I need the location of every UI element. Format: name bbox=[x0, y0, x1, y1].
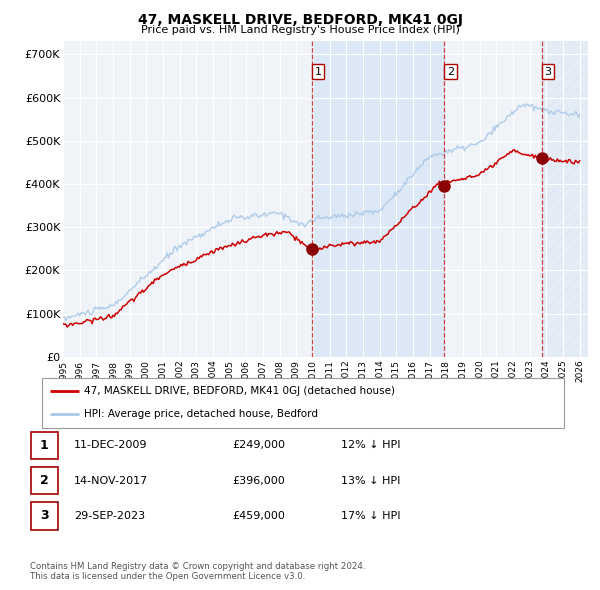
Text: 12% ↓ HPI: 12% ↓ HPI bbox=[341, 440, 401, 450]
Text: 3: 3 bbox=[545, 67, 551, 77]
Text: 2: 2 bbox=[446, 67, 454, 77]
Text: 14-NOV-2017: 14-NOV-2017 bbox=[74, 476, 148, 486]
Bar bbox=[312, 41, 444, 357]
Bar bbox=[542, 41, 588, 357]
Text: 3: 3 bbox=[40, 509, 49, 523]
Text: 47, MASKELL DRIVE, BEDFORD, MK41 0GJ (detached house): 47, MASKELL DRIVE, BEDFORD, MK41 0GJ (de… bbox=[84, 386, 395, 396]
FancyBboxPatch shape bbox=[31, 431, 58, 459]
Text: 2: 2 bbox=[40, 474, 49, 487]
Text: 1: 1 bbox=[314, 67, 322, 77]
Text: 17% ↓ HPI: 17% ↓ HPI bbox=[341, 511, 401, 521]
Text: 47, MASKELL DRIVE, BEDFORD, MK41 0GJ: 47, MASKELL DRIVE, BEDFORD, MK41 0GJ bbox=[137, 13, 463, 27]
FancyBboxPatch shape bbox=[31, 467, 58, 494]
Text: 13% ↓ HPI: 13% ↓ HPI bbox=[341, 476, 401, 486]
Text: HPI: Average price, detached house, Bedford: HPI: Average price, detached house, Bedf… bbox=[84, 409, 318, 419]
FancyBboxPatch shape bbox=[31, 502, 58, 530]
Text: 11-DEC-2009: 11-DEC-2009 bbox=[74, 440, 147, 450]
Text: Price paid vs. HM Land Registry's House Price Index (HPI): Price paid vs. HM Land Registry's House … bbox=[140, 25, 460, 35]
Text: 29-SEP-2023: 29-SEP-2023 bbox=[74, 511, 145, 521]
Text: £249,000: £249,000 bbox=[232, 440, 285, 450]
Text: 1: 1 bbox=[40, 438, 49, 452]
Text: £459,000: £459,000 bbox=[232, 511, 285, 521]
Text: Contains HM Land Registry data © Crown copyright and database right 2024.
This d: Contains HM Land Registry data © Crown c… bbox=[30, 562, 365, 581]
Text: £396,000: £396,000 bbox=[232, 476, 285, 486]
FancyBboxPatch shape bbox=[42, 378, 564, 428]
